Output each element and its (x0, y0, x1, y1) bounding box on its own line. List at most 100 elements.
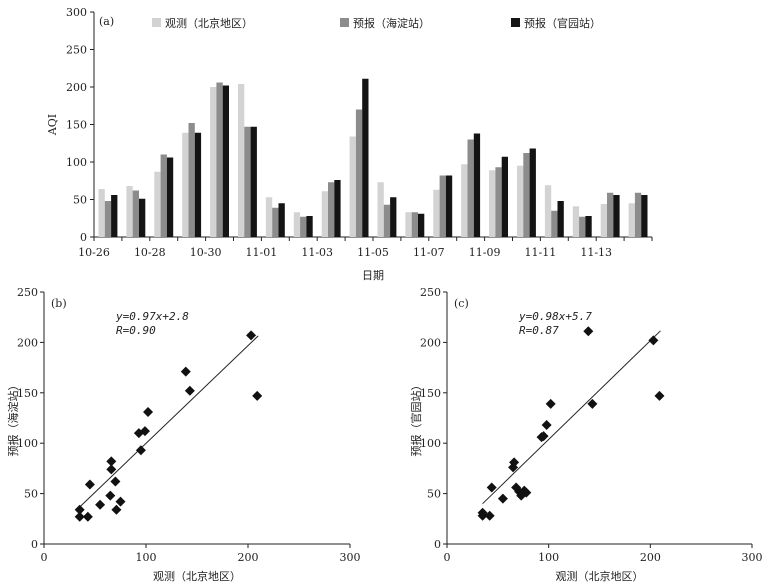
panel-label-b: (b) (51, 297, 67, 310)
scatter-point (521, 487, 532, 498)
bar (634, 192, 642, 237)
bar (300, 216, 307, 237)
bar (272, 207, 279, 237)
bar (439, 175, 446, 237)
bar (390, 197, 397, 237)
bar (467, 139, 474, 237)
y-tick-label-b: 100 (17, 437, 38, 450)
bar (362, 78, 369, 237)
bar (405, 212, 412, 237)
bar (473, 133, 481, 237)
y-tick-label-b: 0 (31, 538, 38, 551)
scatter-point (545, 398, 556, 409)
bar (355, 109, 363, 237)
scatter-point (106, 464, 117, 475)
x-tick-label-a: 10-30 (190, 246, 222, 259)
bar (517, 165, 524, 237)
bar (579, 216, 586, 237)
x-tick-label-a: 11-07 (413, 246, 445, 259)
scatter-point (139, 426, 150, 437)
scatter-point (252, 390, 263, 401)
legend-label: 预报（海淀站） (353, 16, 430, 30)
fit-equation-b: y=0.97x+2.8 (115, 310, 189, 323)
legend-swatch (152, 18, 161, 27)
fit-line-b (79, 335, 259, 508)
bar (194, 132, 202, 237)
x-tick-label-a: 11-11 (525, 246, 557, 259)
bar (411, 212, 418, 237)
correlation-r-c: R=0.87 (519, 324, 559, 337)
y-tick-label-a: 250 (66, 44, 87, 57)
bar (628, 203, 635, 237)
scatter-point (106, 456, 117, 467)
bar (433, 189, 440, 237)
x-axis-title-c: 观测（北京地区） (556, 569, 644, 583)
bar (489, 170, 496, 237)
bar (328, 182, 335, 237)
y-tick-label-a: 150 (66, 119, 87, 132)
bar (244, 126, 251, 237)
bar (278, 203, 285, 237)
y-tick-label-a: 50 (73, 194, 87, 207)
bar (585, 216, 592, 237)
fit-equation-c: y=0.98x+5.7 (518, 310, 592, 323)
scatter-point (538, 431, 549, 442)
y-tick-label-a: 0 (80, 231, 87, 244)
y-axis-title-b: 预报（海淀站） (6, 380, 20, 457)
scatter-point (84, 479, 95, 490)
bar (349, 136, 356, 237)
fit-line-c (482, 330, 661, 505)
bar (551, 210, 558, 237)
y-tick-label-c: 200 (420, 336, 441, 349)
x-tick-label-b: 100 (136, 551, 157, 564)
scatter-point (180, 366, 191, 377)
y-tick-label-b: 150 (17, 387, 38, 400)
scatter-point (246, 330, 257, 341)
x-tick-label-a: 11-05 (357, 246, 389, 259)
y-tick-label-c: 50 (427, 488, 441, 501)
y-tick-label-c: 150 (420, 387, 441, 400)
scatter-point (95, 499, 106, 510)
x-tick-label-c: 300 (742, 551, 763, 564)
x-tick-label-a: 11-03 (301, 246, 333, 259)
x-axis-title-b: 观测（北京地区） (153, 569, 241, 583)
scatter-point (110, 476, 121, 487)
bar (572, 206, 580, 237)
chart-c-scatter: 0 50 100 150 200 250 0 100 200 300 (c) y=0.98x+5.7R… (409, 286, 763, 583)
y-tick-label-c: 100 (420, 437, 441, 450)
y-axis-title-c: 预报（官园站） (409, 380, 423, 457)
scatter-point (184, 385, 195, 396)
bar (132, 190, 139, 237)
scatter-point (105, 490, 116, 501)
bar (523, 153, 530, 237)
bar (418, 213, 425, 237)
scatter-point (111, 504, 122, 515)
bar (501, 156, 508, 237)
legend-swatch (340, 18, 349, 27)
bar (216, 82, 223, 237)
legend-swatch (511, 18, 520, 27)
x-axis-title-a: 日期 (362, 269, 384, 282)
bar (126, 186, 133, 237)
bar (383, 204, 391, 237)
x-tick-label-a: 10-26 (78, 246, 110, 259)
bar (265, 197, 273, 237)
y-tick-label-a: 100 (66, 156, 87, 169)
bar (160, 154, 167, 237)
bar (98, 189, 105, 237)
bar (154, 171, 161, 237)
bar (445, 175, 453, 237)
bar (334, 180, 341, 237)
y-tick-label-b: 250 (17, 286, 38, 299)
scatter-point (135, 445, 146, 456)
scatter-point (509, 457, 520, 468)
x-tick-label-a: 11-09 (469, 246, 501, 259)
bar (210, 87, 217, 237)
correlation-r-b: R=0.90 (116, 324, 156, 337)
bar (641, 195, 648, 237)
scatter-point (583, 326, 594, 337)
scatter-point (477, 507, 488, 518)
scatter-point (115, 496, 126, 507)
bar (607, 192, 614, 237)
